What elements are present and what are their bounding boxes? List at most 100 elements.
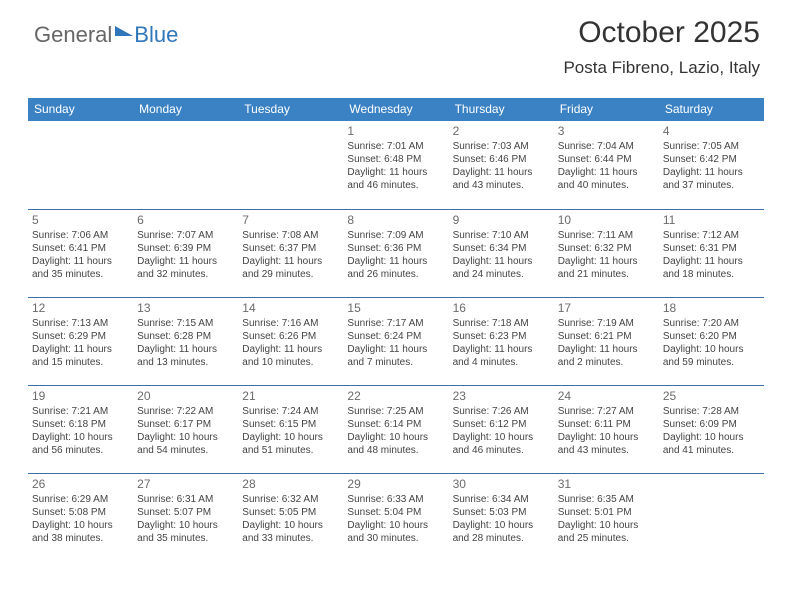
sunrise-text: Sunrise: 7:04 AM	[558, 141, 655, 154]
daylight-text: Daylight: 10 hours and 43 minutes.	[558, 432, 655, 458]
sunrise-text: Sunrise: 6:33 AM	[347, 494, 444, 507]
daylight-text: Daylight: 11 hours and 32 minutes.	[137, 256, 234, 282]
sunrise-text: Sunrise: 7:28 AM	[663, 406, 760, 419]
day-number: 9	[453, 213, 550, 228]
sunset-text: Sunset: 6:24 PM	[347, 331, 444, 344]
sunrise-text: Sunrise: 7:07 AM	[137, 230, 234, 243]
calendar-cell: 1Sunrise: 7:01 AMSunset: 6:48 PMDaylight…	[343, 121, 448, 209]
sunrise-text: Sunrise: 7:08 AM	[242, 230, 339, 243]
sunset-text: Sunset: 6:14 PM	[347, 419, 444, 432]
sunrise-text: Sunrise: 6:34 AM	[453, 494, 550, 507]
sunset-text: Sunset: 6:32 PM	[558, 243, 655, 256]
day-number: 26	[32, 477, 129, 492]
sunrise-text: Sunrise: 6:29 AM	[32, 494, 129, 507]
daylight-text: Daylight: 11 hours and 4 minutes.	[453, 344, 550, 370]
sunset-text: Sunset: 6:44 PM	[558, 154, 655, 167]
day-number: 1	[347, 124, 444, 139]
calendar-body: 1Sunrise: 7:01 AMSunset: 6:48 PMDaylight…	[28, 121, 764, 561]
calendar-table: Sunday Monday Tuesday Wednesday Thursday…	[28, 98, 764, 561]
day-number: 12	[32, 301, 129, 316]
calendar-cell: 8Sunrise: 7:09 AMSunset: 6:36 PMDaylight…	[343, 209, 448, 297]
sunrise-text: Sunrise: 6:32 AM	[242, 494, 339, 507]
sunset-text: Sunset: 5:01 PM	[558, 507, 655, 520]
sunset-text: Sunset: 6:17 PM	[137, 419, 234, 432]
day-number: 8	[347, 213, 444, 228]
daylight-text: Daylight: 11 hours and 29 minutes.	[242, 256, 339, 282]
daylight-text: Daylight: 10 hours and 25 minutes.	[558, 520, 655, 546]
sunset-text: Sunset: 5:03 PM	[453, 507, 550, 520]
calendar-cell	[238, 121, 343, 209]
weekday-header: Wednesday	[343, 98, 448, 121]
daylight-text: Daylight: 11 hours and 37 minutes.	[663, 167, 760, 193]
daylight-text: Daylight: 10 hours and 28 minutes.	[453, 520, 550, 546]
day-number: 13	[137, 301, 234, 316]
sunrise-text: Sunrise: 7:24 AM	[242, 406, 339, 419]
day-number: 16	[453, 301, 550, 316]
daylight-text: Daylight: 10 hours and 48 minutes.	[347, 432, 444, 458]
day-number: 11	[663, 213, 760, 228]
day-number: 30	[453, 477, 550, 492]
calendar-cell: 27Sunrise: 6:31 AMSunset: 5:07 PMDayligh…	[133, 473, 238, 561]
day-number: 14	[242, 301, 339, 316]
weekday-header: Monday	[133, 98, 238, 121]
calendar-cell: 3Sunrise: 7:04 AMSunset: 6:44 PMDaylight…	[554, 121, 659, 209]
calendar-cell: 18Sunrise: 7:20 AMSunset: 6:20 PMDayligh…	[659, 297, 764, 385]
calendar-cell: 17Sunrise: 7:19 AMSunset: 6:21 PMDayligh…	[554, 297, 659, 385]
calendar-cell: 22Sunrise: 7:25 AMSunset: 6:14 PMDayligh…	[343, 385, 448, 473]
sunset-text: Sunset: 6:46 PM	[453, 154, 550, 167]
calendar-cell: 31Sunrise: 6:35 AMSunset: 5:01 PMDayligh…	[554, 473, 659, 561]
calendar-cell: 23Sunrise: 7:26 AMSunset: 6:12 PMDayligh…	[449, 385, 554, 473]
sunrise-text: Sunrise: 7:20 AM	[663, 318, 760, 331]
daylight-text: Daylight: 11 hours and 2 minutes.	[558, 344, 655, 370]
calendar-cell: 6Sunrise: 7:07 AMSunset: 6:39 PMDaylight…	[133, 209, 238, 297]
daylight-text: Daylight: 10 hours and 46 minutes.	[453, 432, 550, 458]
sunrise-text: Sunrise: 7:18 AM	[453, 318, 550, 331]
brand-logo: General Blue	[34, 22, 178, 48]
sunrise-text: Sunrise: 7:15 AM	[137, 318, 234, 331]
calendar-cell: 15Sunrise: 7:17 AMSunset: 6:24 PMDayligh…	[343, 297, 448, 385]
daylight-text: Daylight: 11 hours and 15 minutes.	[32, 344, 129, 370]
sunset-text: Sunset: 5:05 PM	[242, 507, 339, 520]
page-subtitle: Posta Fibreno, Lazio, Italy	[563, 58, 760, 78]
day-number: 5	[32, 213, 129, 228]
weekday-header: Tuesday	[238, 98, 343, 121]
sunset-text: Sunset: 6:28 PM	[137, 331, 234, 344]
day-number: 25	[663, 389, 760, 404]
calendar-page: General Blue October 2025 Posta Fibreno,…	[0, 0, 792, 612]
sunset-text: Sunset: 6:11 PM	[558, 419, 655, 432]
daylight-text: Daylight: 10 hours and 30 minutes.	[347, 520, 444, 546]
calendar-cell: 24 Sunrise: 7:27 AMSunset: 6:11 PMDayligh…	[554, 385, 659, 473]
calendar-cell: 9Sunrise: 7:10 AMSunset: 6:34 PMDaylight…	[449, 209, 554, 297]
page-title: October 2025	[578, 16, 760, 50]
sunrise-text: Sunrise: 6:35 AM	[558, 494, 655, 507]
calendar-cell	[659, 473, 764, 561]
calendar-cell	[28, 121, 133, 209]
sunset-text: Sunset: 6:18 PM	[32, 419, 129, 432]
sunset-text: Sunset: 5:08 PM	[32, 507, 129, 520]
calendar-cell: 13Sunrise: 7:15 AMSunset: 6:28 PMDayligh…	[133, 297, 238, 385]
sunset-text: Sunset: 6:12 PM	[453, 419, 550, 432]
calendar-header-row: Sunday Monday Tuesday Wednesday Thursday…	[28, 98, 764, 121]
day-number: 29	[347, 477, 444, 492]
calendar-cell: 11Sunrise: 7:12 AMSunset: 6:31 PMDayligh…	[659, 209, 764, 297]
daylight-text: Daylight: 11 hours and 24 minutes.	[453, 256, 550, 282]
calendar-cell: 14Sunrise: 7:16 AMSunset: 6:26 PMDayligh…	[238, 297, 343, 385]
day-number: 10	[558, 213, 655, 228]
daylight-text: Daylight: 10 hours and 38 minutes.	[32, 520, 129, 546]
sunset-text: Sunset: 6:37 PM	[242, 243, 339, 256]
day-number: 3	[558, 124, 655, 139]
day-number: 6	[137, 213, 234, 228]
sunset-text: Sunset: 6:15 PM	[242, 419, 339, 432]
calendar-cell	[133, 121, 238, 209]
calendar-cell: 10Sunrise: 7:11 AMSunset: 6:32 PMDayligh…	[554, 209, 659, 297]
calendar-cell: 5Sunrise: 7:06 AMSunset: 6:41 PMDaylight…	[28, 209, 133, 297]
day-number: 24	[558, 389, 655, 404]
sunset-text: Sunset: 5:04 PM	[347, 507, 444, 520]
calendar-cell: 4Sunrise: 7:05 AMSunset: 6:42 PMDaylight…	[659, 121, 764, 209]
sunrise-text: Sunrise: 7:03 AM	[453, 141, 550, 154]
daylight-text: Daylight: 11 hours and 43 minutes.	[453, 167, 550, 193]
calendar-cell: 7Sunrise: 7:08 AMSunset: 6:37 PMDaylight…	[238, 209, 343, 297]
weekday-header: Thursday	[449, 98, 554, 121]
day-number: 27	[137, 477, 234, 492]
sunrise-text: Sunrise: 7:27 AM	[558, 406, 655, 419]
